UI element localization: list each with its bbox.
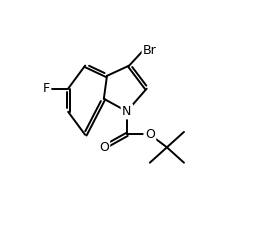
Text: F: F <box>43 82 50 95</box>
Text: O: O <box>145 128 155 141</box>
Text: O: O <box>99 141 109 154</box>
Text: N: N <box>122 105 132 118</box>
Text: Br: Br <box>143 44 157 57</box>
